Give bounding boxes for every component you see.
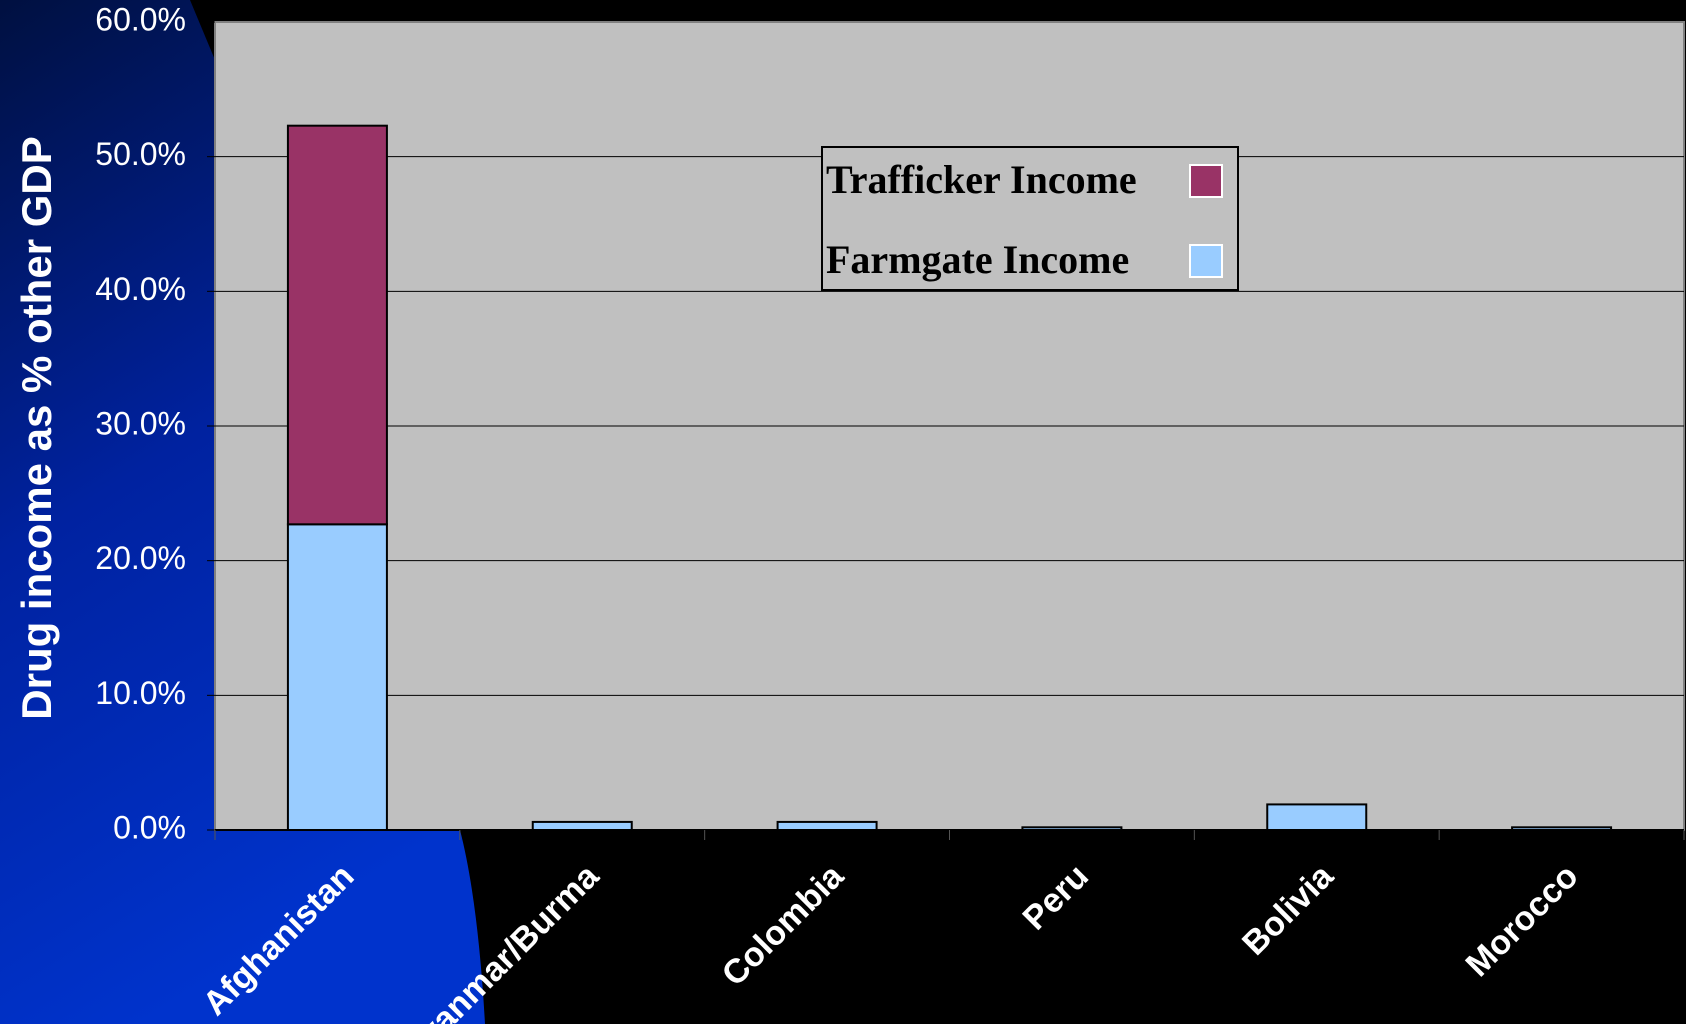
y-tick-label: 40.0%	[95, 271, 186, 307]
legend-swatch	[1189, 164, 1223, 198]
x-tick-label: Morocco	[1459, 857, 1586, 984]
y-tick-label: 10.0%	[95, 675, 186, 711]
bar-segment	[1266, 803, 1368, 831]
x-tick-label: Colombia	[715, 856, 852, 993]
bar-segment	[531, 820, 633, 831]
legend-label: Farmgate Income	[826, 237, 1129, 282]
bar-segment	[286, 124, 388, 526]
y-tick-label: 30.0%	[95, 405, 186, 441]
legend-box	[821, 146, 1239, 291]
bar-segment	[1021, 826, 1123, 831]
y-tick-label: 60.0%	[95, 1, 186, 37]
legend-swatch	[1189, 244, 1223, 278]
x-tick-label: Peru	[1016, 857, 1096, 937]
y-tick-label: 0.0%	[113, 809, 186, 845]
x-tick-label: Bolivia	[1235, 856, 1341, 962]
bar-segment	[286, 523, 388, 831]
bar-segment	[776, 820, 878, 831]
bar-segment	[1511, 826, 1613, 831]
y-axis-title: Drug income as % other GDP	[13, 136, 60, 719]
background-shape	[0, 0, 485, 1024]
legend-label: Trafficker Income	[826, 157, 1137, 202]
y-tick-label: 50.0%	[95, 136, 186, 172]
y-tick-label: 20.0%	[95, 540, 186, 576]
